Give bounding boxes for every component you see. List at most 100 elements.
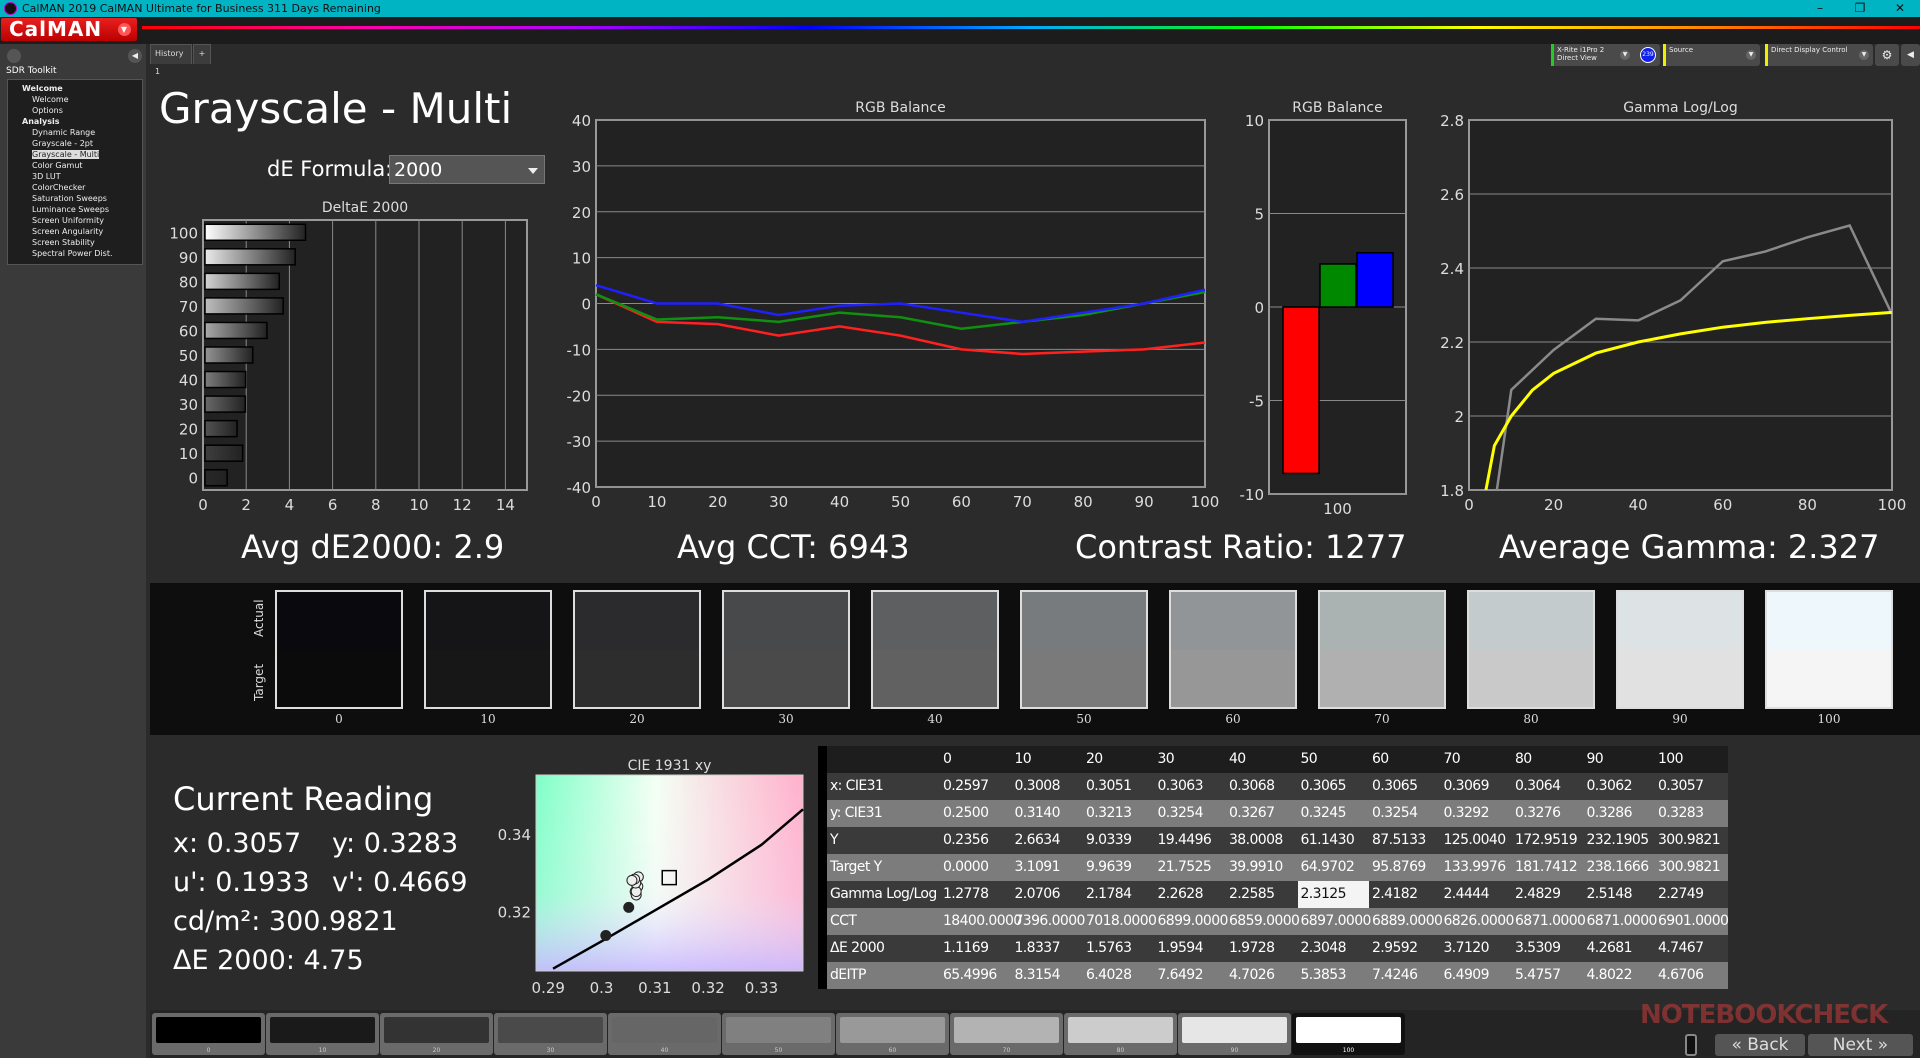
- sidebar-item-colorchecker[interactable]: ColorChecker: [8, 182, 142, 193]
- table-cell: 133.9976: [1443, 859, 1507, 875]
- deltae-bar-70: [204, 297, 284, 315]
- swatch-label: 60: [1225, 712, 1241, 726]
- sidebar-item-grayscale-multi[interactable]: Grayscale - Multi: [8, 149, 142, 160]
- target-swatch: [724, 649, 848, 707]
- bottom-swatch-30[interactable]: 30: [494, 1013, 607, 1055]
- back-button[interactable]: « Back: [1715, 1034, 1805, 1056]
- x-tick-label: 14: [496, 496, 515, 514]
- bottom-swatch-80[interactable]: 80: [1064, 1013, 1177, 1055]
- bottom-swatch-0[interactable]: 0: [152, 1013, 265, 1055]
- table-cell: 6901.0000: [1658, 913, 1729, 929]
- swatch-60[interactable]: [1169, 590, 1297, 709]
- swatch-100[interactable]: [1765, 590, 1893, 709]
- bottom-swatch-100[interactable]: 100: [1292, 1013, 1405, 1055]
- table-cell: 300.9821: [1658, 859, 1721, 875]
- deltae-bar-0: [204, 468, 228, 487]
- bottom-swatch-20[interactable]: 20: [380, 1013, 493, 1055]
- table-cell: 0.2356: [943, 832, 989, 848]
- swatch-70[interactable]: [1318, 590, 1446, 709]
- bottom-swatch-60[interactable]: 60: [836, 1013, 949, 1055]
- sidebar-item-screen-stability[interactable]: Screen Stability: [8, 237, 142, 248]
- swatch-10[interactable]: [424, 590, 552, 709]
- sidebar-item-3d-lut[interactable]: 3D LUT: [8, 171, 142, 182]
- settings-gear-icon[interactable]: ⚙: [1875, 44, 1899, 66]
- sidebar-item-saturation-sweeps[interactable]: Saturation Sweeps: [8, 193, 142, 204]
- actual-swatch: [724, 592, 848, 650]
- sidebar-item-luminance-sweeps[interactable]: Luminance Sweeps: [8, 204, 142, 215]
- x-tick-label: 20: [1544, 496, 1563, 514]
- de-formula-select[interactable]: 2000: [389, 155, 545, 184]
- bottom-swatch-70[interactable]: 70: [950, 1013, 1063, 1055]
- page-title: Grayscale - Multi: [159, 84, 513, 133]
- table-cell: 6.4028: [1086, 967, 1132, 983]
- swatch-0[interactable]: [275, 590, 403, 709]
- display-control-selector[interactable]: Direct Display Control ▼: [1765, 44, 1873, 66]
- swatch-90[interactable]: [1616, 590, 1744, 709]
- x-tick-label: 10: [409, 496, 428, 514]
- sidebar-item-spectral-power-dist-[interactable]: Spectral Power Dist.: [8, 248, 142, 259]
- y-tick-label: 10: [1245, 112, 1264, 130]
- rgb-balance-bar-chart: RGB Balance 10 5 0 -5 -10 100: [1240, 100, 1407, 518]
- swatch-30[interactable]: [722, 590, 850, 709]
- swatch-20[interactable]: [573, 590, 701, 709]
- table-row: Y 0.2356 2.6634 9.0339 19.4496 38.0008 61.1430…: [827, 827, 1728, 854]
- bottom-swatch-90[interactable]: 90: [1178, 1013, 1291, 1055]
- current-reading: Current Reading x: 0.3057 y: 0.3283 u': 0…: [173, 780, 468, 984]
- sidebar-item-welcome[interactable]: Welcome: [8, 83, 142, 94]
- table-cell: 61.1430: [1300, 832, 1355, 848]
- column-header: 40: [1229, 751, 1246, 767]
- table-cell: 0.3267: [1229, 805, 1275, 821]
- tab-history-1[interactable]: History 1: [150, 44, 192, 76]
- target-label: Target: [252, 663, 266, 701]
- sidebar-item-screen-uniformity[interactable]: Screen Uniformity: [8, 215, 142, 226]
- close-button[interactable]: ✕: [1894, 1, 1906, 15]
- sidebar-item-screen-angularity[interactable]: Screen Angularity: [8, 226, 142, 237]
- selected-cell[interactable]: 2.3125: [1297, 881, 1369, 908]
- bottom-swatch-50[interactable]: 50: [722, 1013, 835, 1055]
- stop-icon[interactable]: [1685, 1034, 1697, 1056]
- swatch-fill: [156, 1017, 261, 1043]
- sidebar-item-color-gamut[interactable]: Color Gamut: [8, 160, 142, 171]
- swatch-label: 20: [629, 712, 645, 726]
- column-header: 80: [1515, 751, 1532, 767]
- swatch-fill: [270, 1017, 375, 1043]
- deltae-bar-40: [204, 370, 247, 389]
- source-selector[interactable]: Source ▼: [1663, 44, 1760, 66]
- bottom-swatch-40[interactable]: 40: [608, 1013, 721, 1055]
- swatch-50[interactable]: [1020, 590, 1148, 709]
- minimize-button[interactable]: –: [1817, 1, 1823, 15]
- x-tick-label: 100: [1323, 500, 1352, 518]
- add-tab-button[interactable]: +: [193, 44, 211, 64]
- table-cell: 2.4829: [1515, 886, 1561, 902]
- sidebar-item-analysis[interactable]: Analysis: [8, 116, 142, 127]
- chevron-down-icon: ▼: [118, 23, 131, 36]
- x-tick-label: 10: [647, 493, 666, 511]
- collapse-sidebar-icon[interactable]: ◀: [128, 49, 142, 63]
- sidebar-item-options[interactable]: Options: [8, 105, 142, 116]
- sidebar-item-grayscale-2pt[interactable]: Grayscale - 2pt: [8, 138, 142, 149]
- table-cell: 2.4182: [1372, 886, 1418, 902]
- calman-menu-button[interactable]: CalMAN ▼: [1, 18, 137, 41]
- restore-button[interactable]: ❐: [1854, 1, 1866, 15]
- table-cell: 2.2628: [1157, 886, 1204, 902]
- swatch-80[interactable]: [1467, 590, 1595, 709]
- contrast-ratio-readout: Contrast Ratio: 1277: [1075, 528, 1407, 566]
- avg-cct-readout: Avg CCT: 6943: [677, 528, 910, 566]
- x-tick-label: 20: [708, 493, 727, 511]
- collapse-right-icon[interactable]: ◀: [1901, 44, 1920, 66]
- source-label: Source: [1669, 46, 1694, 54]
- sidebar-item-label: Dynamic Range: [32, 128, 96, 137]
- swatch-40[interactable]: [871, 590, 999, 709]
- sidebar-item-dynamic-range[interactable]: Dynamic Range: [8, 127, 142, 138]
- sidebar-item-welcome[interactable]: Welcome: [8, 94, 142, 105]
- swatch-fill: [954, 1017, 1059, 1043]
- table-row: Gamma Log/Log 1.2778 2.0706 2.1784 2.2628 2.2…: [827, 881, 1728, 908]
- reading-v: v': 0.4669: [332, 867, 468, 898]
- swatch-fill: [1068, 1017, 1173, 1043]
- next-button[interactable]: Next »: [1808, 1034, 1913, 1056]
- sidebar-item-label: Grayscale - Multi: [32, 150, 100, 159]
- meter-badge: 239: [1640, 47, 1656, 63]
- meter-selector[interactable]: X-Rite i1Pro 2 Direct View ▼ 239: [1551, 44, 1660, 66]
- bottom-swatch-10[interactable]: 10: [266, 1013, 379, 1055]
- pin-icon[interactable]: [7, 49, 21, 63]
